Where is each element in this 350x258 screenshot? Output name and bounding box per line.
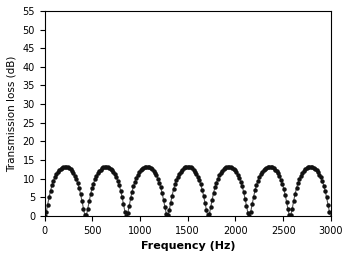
X-axis label: Frequency (Hz): Frequency (Hz) (140, 241, 235, 251)
Y-axis label: Transmission loss (dB): Transmission loss (dB) (7, 55, 17, 172)
